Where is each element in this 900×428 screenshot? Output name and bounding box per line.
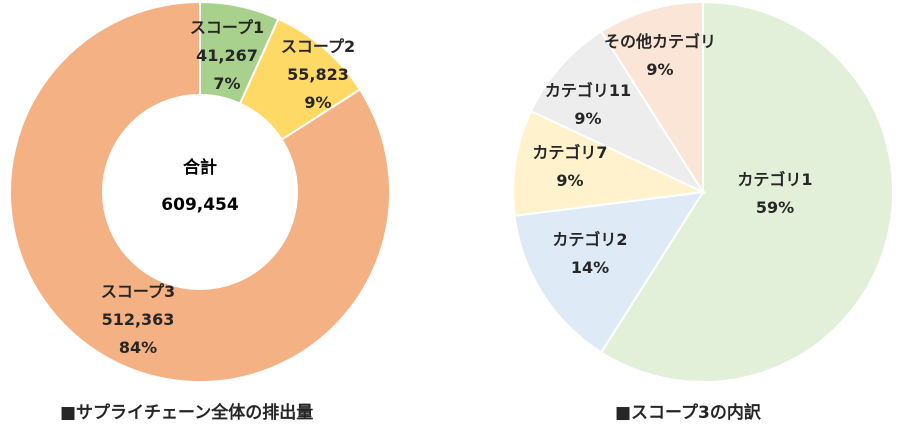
slice-percent-label-1-1: 7% (213, 74, 240, 93)
pie-slice-2-1 (599, 0, 894, 383)
pie-slice-1-3 (9, 0, 391, 383)
slice-value-label-1-3: 512,363 (102, 310, 175, 329)
pie-slice-2-5 (599, 0, 704, 196)
slice-percent-label-1-3: 84% (119, 338, 157, 357)
slice-percent-label-2-1: 59% (756, 198, 794, 217)
pie-slice-2-2 (513, 190, 705, 354)
slice-percent-label-1-2: 9% (304, 93, 331, 112)
pie-slice-2-4 (529, 30, 706, 195)
slice-name-label-2-1: カテゴリ1 (737, 170, 812, 189)
donut-center-value: 609,454 (161, 195, 239, 215)
slice-value-label-1-2: 55,823 (287, 65, 349, 84)
pie-slice-2-3 (512, 109, 707, 217)
slice-name-label-1-1: スコープ1 (190, 18, 264, 37)
chart-title-scope3: ■スコープ3の内訳 (615, 402, 762, 423)
slice-name-label-2-4: カテゴリ11 (545, 81, 631, 100)
pie-chart-scope3: カテゴリ1 59% カテゴリ2 14% カテゴリ7 9% カテゴリ11 9% その他カテゴリ 9% (512, 0, 894, 383)
slice-value-label-1-1: 41,267 (196, 46, 258, 65)
slice-name-label-2-5: その他カテゴリ (604, 32, 716, 51)
slice-name-label-1-2: スコープ2 (281, 37, 355, 56)
slice-name-label-2-3: カテゴリ7 (532, 143, 607, 162)
slice-percent-label-2-2: 14% (571, 258, 609, 277)
slice-name-label-1-3: スコープ3 (101, 282, 175, 301)
donut-chart-supply-chain: スコープ1 41,267 7% スコープ2 55,823 9% スコープ3 512,363 84… (9, 0, 391, 383)
slice-percent-label-2-3: 9% (556, 171, 583, 190)
slice-percent-label-2-5: 9% (646, 60, 673, 79)
slice-percent-label-2-4: 9% (574, 109, 601, 128)
donut-center-label: 合計 (183, 157, 217, 178)
slice-name-label-2-2: カテゴリ2 (552, 230, 627, 249)
chart-title-supply-chain: ■サプライチェーン全体の排出量 (60, 402, 313, 423)
